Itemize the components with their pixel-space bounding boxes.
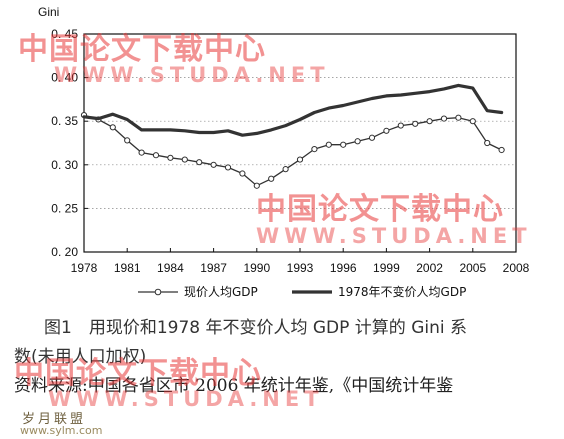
data-point-s0-1990 xyxy=(253,182,260,189)
data-point-s0-1983 xyxy=(152,152,160,159)
data-point-s0-1981 xyxy=(124,137,131,144)
data-point-s0-1987 xyxy=(210,161,217,168)
y-axis-ticks: 0. 20 0. 25 0. 30 0. 35 0. 40 0. 45 xyxy=(51,27,88,259)
series-layer xyxy=(80,83,505,189)
y-tick-label-0: 0. 20 xyxy=(51,245,78,259)
figure-caption-line-1: 图1 用现价和1978 年不变价人均 GDP 计算的 Gini 系 xyxy=(44,318,468,338)
data-point-s0-1995 xyxy=(325,141,332,148)
legend: 现价人均GDP 1978年不变价人均GDP xyxy=(138,284,466,299)
series-line-0 xyxy=(83,114,503,187)
y-tick-label-4: 0. 40 xyxy=(51,71,78,85)
y-tick-label-3: 0. 35 xyxy=(51,114,78,128)
data-point-s0-1994 xyxy=(311,146,318,153)
x-tick-label-0: 1978 xyxy=(71,261,98,275)
data-point-s0-1997 xyxy=(354,138,361,145)
y-tick-label-1: 0. 25 xyxy=(51,201,78,215)
data-point-s0-1991 xyxy=(268,175,275,182)
x-axis-ticks: 1978 1981 1984 1987 1990 1993 1996 1999 2002 2005… xyxy=(71,248,530,275)
source-note: 资料来源:中国各省区市 2006 年统计年鉴,《中国统计年鉴 xyxy=(14,376,454,396)
data-point-s0-2001 xyxy=(412,120,419,127)
data-point-s0-1982 xyxy=(138,149,145,156)
x-tick-label-3: 1987 xyxy=(200,261,227,275)
data-point-s0-1986 xyxy=(196,159,203,166)
series-line-1 xyxy=(82,83,504,137)
legend-label-constant-price: 1978年不变价人均GDP xyxy=(338,284,466,299)
legend-item-current-price: 现价人均GDP xyxy=(138,285,258,299)
data-point-s0-1999 xyxy=(383,127,390,134)
data-point-s0-1984 xyxy=(167,154,174,161)
data-point-s0-2002 xyxy=(426,118,433,125)
x-tick-label-8: 2002 xyxy=(416,261,443,275)
y-tick-label-5: 0. 45 xyxy=(51,27,78,41)
data-point-s0-1996 xyxy=(340,141,347,148)
figure-caption-line-2: 数(未用人口加权) xyxy=(14,347,147,367)
y-tick-label-2: 0. 30 xyxy=(51,158,78,172)
plot-border xyxy=(83,33,517,253)
gini-chart: 0. 200. 250. 300. 350. 400. 45 1978 1981 1… xyxy=(38,5,530,299)
data-point-s0-2003 xyxy=(440,115,448,122)
data-point-s0-1989 xyxy=(239,170,246,177)
data-point-s0-2006 xyxy=(484,139,491,147)
plot-frame xyxy=(83,33,517,253)
data-point-s0-2004 xyxy=(455,114,462,121)
data-point-s0-2007 xyxy=(498,146,505,154)
watermark-small-url: www.sylm.com xyxy=(20,424,103,437)
x-tick-label-4: 1990 xyxy=(243,261,270,275)
x-tick-label-9: 2005 xyxy=(459,261,486,275)
data-point-s0-1992 xyxy=(282,166,289,173)
data-point-s0-1993 xyxy=(296,156,304,163)
data-point-s0-1998 xyxy=(368,134,376,141)
legend-marker-current-price xyxy=(154,288,162,296)
data-point-s0-1985 xyxy=(181,156,188,163)
x-tick-label-2: 1984 xyxy=(157,261,184,275)
data-point-s0-2005 xyxy=(469,118,476,125)
x-tick-label-1: 1981 xyxy=(114,261,141,275)
x-tick-label-10: 2008 xyxy=(503,261,530,275)
data-point-s0-1988 xyxy=(224,164,232,171)
x-tick-label-6: 1996 xyxy=(330,261,357,275)
x-tick-label-5: 1993 xyxy=(287,261,314,275)
legend-label-current-price: 现价人均GDP xyxy=(184,285,258,299)
y-axis-label: Gini xyxy=(38,5,59,19)
x-tick-label-7: 1999 xyxy=(373,261,400,275)
grid-lines xyxy=(84,77,516,209)
watermark-small-cn: 岁月联盟 xyxy=(22,412,87,427)
data-point-s0-2000 xyxy=(397,122,404,129)
legend-item-constant-price: 1978年不变价人均GDP xyxy=(292,284,466,299)
data-point-s0-1980 xyxy=(109,124,116,131)
